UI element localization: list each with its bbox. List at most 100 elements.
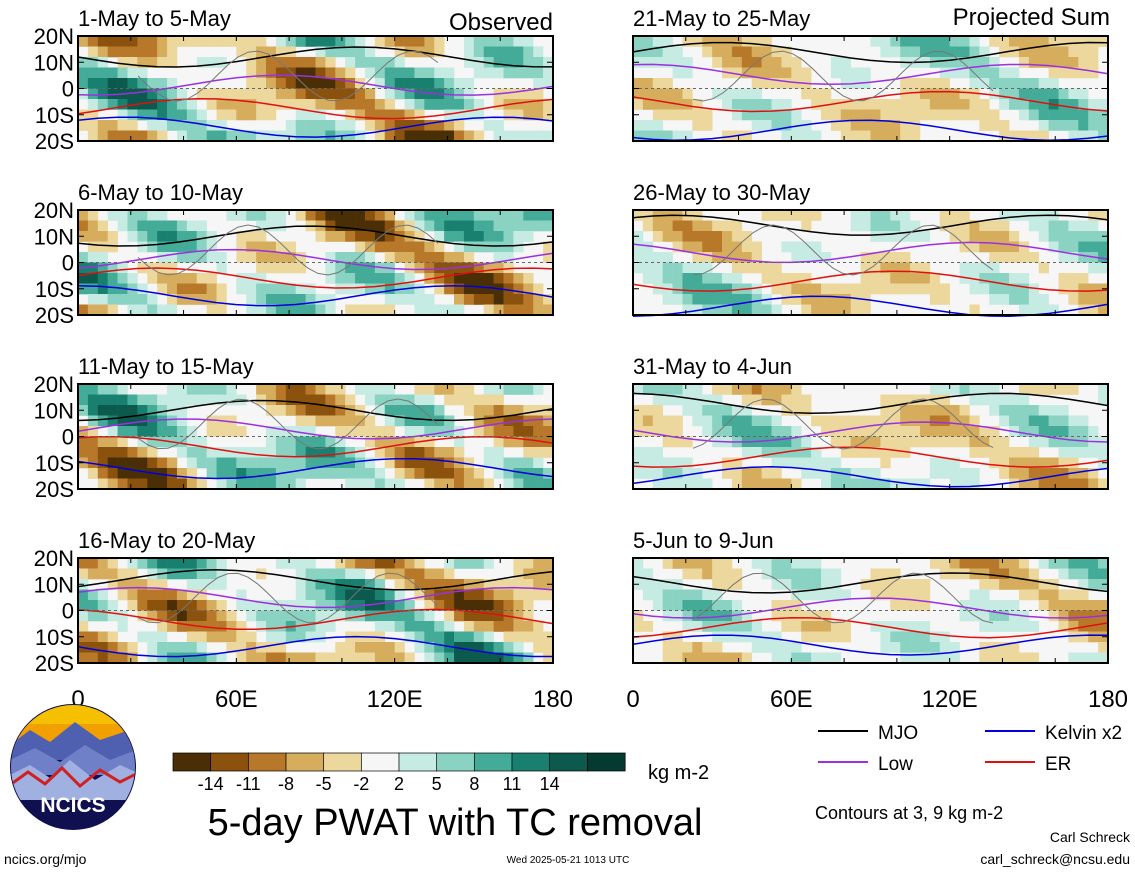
pwat-cell bbox=[503, 600, 514, 611]
pwat-cell bbox=[246, 210, 257, 221]
pwat-cell bbox=[979, 120, 990, 131]
pwat-cell bbox=[771, 447, 782, 458]
pwat-cell bbox=[315, 652, 326, 664]
pwat-cell bbox=[483, 579, 494, 590]
pwat-cell bbox=[1068, 120, 1079, 131]
pwat-cell bbox=[186, 610, 198, 622]
pwat-cell bbox=[702, 405, 713, 416]
pwat-cell bbox=[107, 304, 118, 316]
pwat-cell bbox=[771, 304, 782, 316]
panel-date-label: 21-May to 25-May bbox=[633, 6, 810, 31]
pwat-cell bbox=[117, 46, 128, 58]
pwat-cell bbox=[1018, 283, 1030, 295]
pwat-cell bbox=[97, 273, 108, 284]
website-link[interactable]: ncics.org/mjo bbox=[4, 851, 87, 867]
pwat-cell bbox=[167, 88, 178, 100]
pwat-cell bbox=[860, 436, 871, 448]
pwat-cell bbox=[979, 579, 990, 590]
pwat-cell bbox=[295, 568, 306, 580]
contour-line bbox=[632, 446, 1109, 468]
pwat-cell bbox=[523, 478, 534, 490]
pwat-cell bbox=[127, 405, 138, 416]
pwat-cell bbox=[127, 478, 138, 490]
pwat-cell bbox=[741, 384, 753, 395]
pwat-cell bbox=[305, 558, 316, 569]
pwat-cell bbox=[414, 88, 425, 100]
pwat-cell bbox=[1018, 99, 1030, 110]
pwat-cell bbox=[483, 426, 494, 437]
pwat-cell bbox=[315, 57, 326, 68]
pwat-cell bbox=[78, 120, 89, 131]
contour-line bbox=[77, 97, 554, 120]
x-tick-label: 120E bbox=[922, 686, 978, 713]
pwat-cell bbox=[672, 231, 683, 242]
pwat-cell bbox=[989, 457, 1000, 469]
pwat-cell bbox=[1078, 130, 1089, 142]
pwat-cell bbox=[414, 262, 425, 274]
pwat-cell bbox=[503, 220, 514, 232]
pwat-cell bbox=[473, 262, 485, 274]
map-panel: 5-Jun to 9-Jun bbox=[632, 528, 1109, 664]
pwat-cell bbox=[919, 415, 931, 427]
pwat-cell bbox=[206, 384, 217, 395]
pwat-cell bbox=[682, 304, 693, 316]
pwat-cell bbox=[216, 294, 227, 305]
pwat-cell bbox=[295, 78, 306, 89]
pwat-cell bbox=[107, 415, 118, 427]
pwat-cell bbox=[394, 589, 405, 601]
pwat-cell bbox=[216, 262, 227, 274]
pwat-cell bbox=[513, 642, 524, 653]
pwat-cell bbox=[186, 642, 198, 653]
pwat-cell bbox=[1018, 621, 1030, 632]
pwat-cell bbox=[493, 294, 504, 305]
pwat-cell bbox=[97, 57, 108, 68]
pwat-cell bbox=[1058, 67, 1069, 79]
pwat-cell bbox=[850, 304, 861, 316]
pwat-cell bbox=[1018, 405, 1030, 416]
pwat-cell bbox=[364, 558, 376, 569]
pwat-cell bbox=[652, 579, 663, 590]
pwat-cell bbox=[335, 457, 346, 469]
pwat-cell bbox=[999, 36, 1010, 47]
pwat-cell bbox=[483, 642, 494, 653]
pwat-cell bbox=[771, 273, 782, 284]
pwat-cell bbox=[741, 294, 753, 305]
pwat-cell bbox=[722, 231, 733, 242]
pwat-cell bbox=[226, 478, 237, 490]
pwat-cell bbox=[364, 283, 376, 295]
pwat-cell bbox=[642, 120, 654, 131]
pwat-cell bbox=[186, 457, 198, 469]
pwat-cell bbox=[374, 447, 386, 458]
pwat-cell bbox=[642, 384, 654, 395]
pwat-cell bbox=[523, 57, 534, 68]
pwat-cell bbox=[483, 394, 494, 406]
pwat-cell bbox=[127, 642, 138, 653]
pwat-cell bbox=[781, 99, 792, 110]
pwat-cell bbox=[285, 78, 297, 89]
pwat-cell bbox=[523, 610, 534, 622]
pwat-cell bbox=[434, 384, 445, 395]
pwat-cell bbox=[939, 642, 950, 653]
pwat-cell bbox=[949, 46, 960, 58]
pwat-cell bbox=[97, 610, 108, 622]
pwat-cell bbox=[325, 384, 336, 395]
pwat-cell bbox=[919, 78, 931, 89]
pwat-cell bbox=[1068, 273, 1079, 284]
pwat-cell bbox=[1078, 426, 1089, 437]
pwat-cell bbox=[682, 294, 693, 305]
pwat-cell bbox=[394, 447, 405, 458]
pwat-cell bbox=[830, 99, 842, 110]
pwat-cell bbox=[256, 36, 267, 47]
pwat-cell bbox=[503, 405, 514, 416]
pwat-cell bbox=[117, 621, 128, 632]
y-tick-label: 20S bbox=[35, 303, 74, 328]
pwat-cell bbox=[1028, 304, 1040, 316]
pwat-cell bbox=[117, 579, 128, 590]
pwat-cell bbox=[1068, 478, 1079, 490]
pwat-cell bbox=[97, 283, 108, 295]
pwat-cell bbox=[1009, 478, 1020, 490]
pwat-cell bbox=[761, 262, 772, 274]
pwat-cell bbox=[860, 579, 871, 590]
pwat-cell bbox=[503, 426, 514, 437]
pwat-cell bbox=[840, 99, 852, 110]
